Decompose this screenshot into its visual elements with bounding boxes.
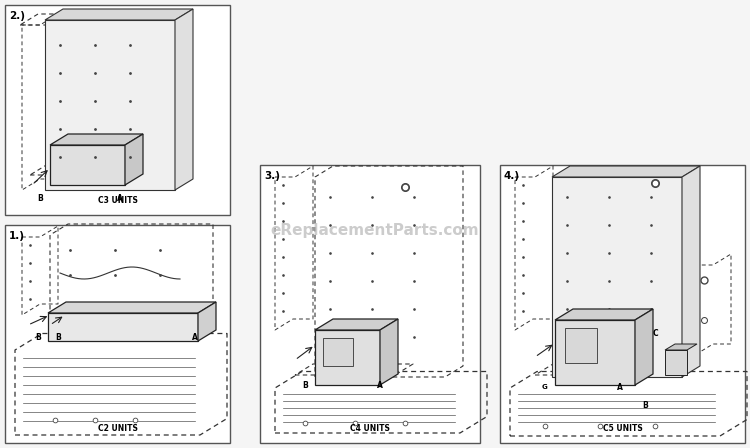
Text: B: B (35, 332, 40, 341)
Polygon shape (175, 9, 193, 190)
Polygon shape (315, 330, 380, 385)
Polygon shape (665, 344, 697, 350)
Polygon shape (682, 166, 700, 377)
Bar (260, 165, 480, 443)
Text: C: C (652, 328, 658, 337)
Polygon shape (552, 166, 700, 177)
Polygon shape (50, 145, 125, 185)
Polygon shape (555, 320, 635, 385)
Polygon shape (125, 134, 143, 185)
Text: C3 UNITS: C3 UNITS (98, 196, 137, 205)
Polygon shape (665, 350, 687, 375)
Polygon shape (315, 319, 398, 330)
Text: C2 UNITS: C2 UNITS (98, 424, 137, 433)
Text: eReplacementParts.com: eReplacementParts.com (271, 223, 479, 237)
Text: C5 UNITS: C5 UNITS (603, 424, 642, 433)
Polygon shape (50, 134, 143, 145)
Polygon shape (635, 309, 653, 385)
Polygon shape (45, 20, 175, 190)
Text: 2.): 2.) (9, 11, 25, 21)
Polygon shape (555, 309, 653, 320)
Text: 3.): 3.) (264, 171, 280, 181)
Polygon shape (380, 319, 398, 385)
Polygon shape (565, 328, 597, 363)
Text: A: A (192, 332, 198, 341)
Polygon shape (552, 177, 682, 377)
Polygon shape (48, 302, 216, 313)
Text: A: A (117, 194, 123, 202)
Text: B: B (56, 332, 61, 341)
Bar (5, 225, 230, 443)
Polygon shape (48, 313, 198, 341)
Text: B: B (37, 194, 43, 202)
Text: G: G (542, 384, 547, 390)
Text: C4 UNITS: C4 UNITS (350, 424, 390, 433)
Polygon shape (198, 302, 216, 341)
Text: A: A (377, 380, 383, 389)
Text: A: A (617, 383, 623, 392)
Polygon shape (45, 9, 193, 20)
Polygon shape (323, 338, 353, 366)
Bar (500, 165, 745, 443)
Text: B: B (302, 380, 307, 389)
Text: 4.): 4.) (504, 171, 520, 181)
Text: 1.): 1.) (9, 231, 25, 241)
Text: B: B (642, 401, 648, 409)
Bar (5, 5, 230, 215)
